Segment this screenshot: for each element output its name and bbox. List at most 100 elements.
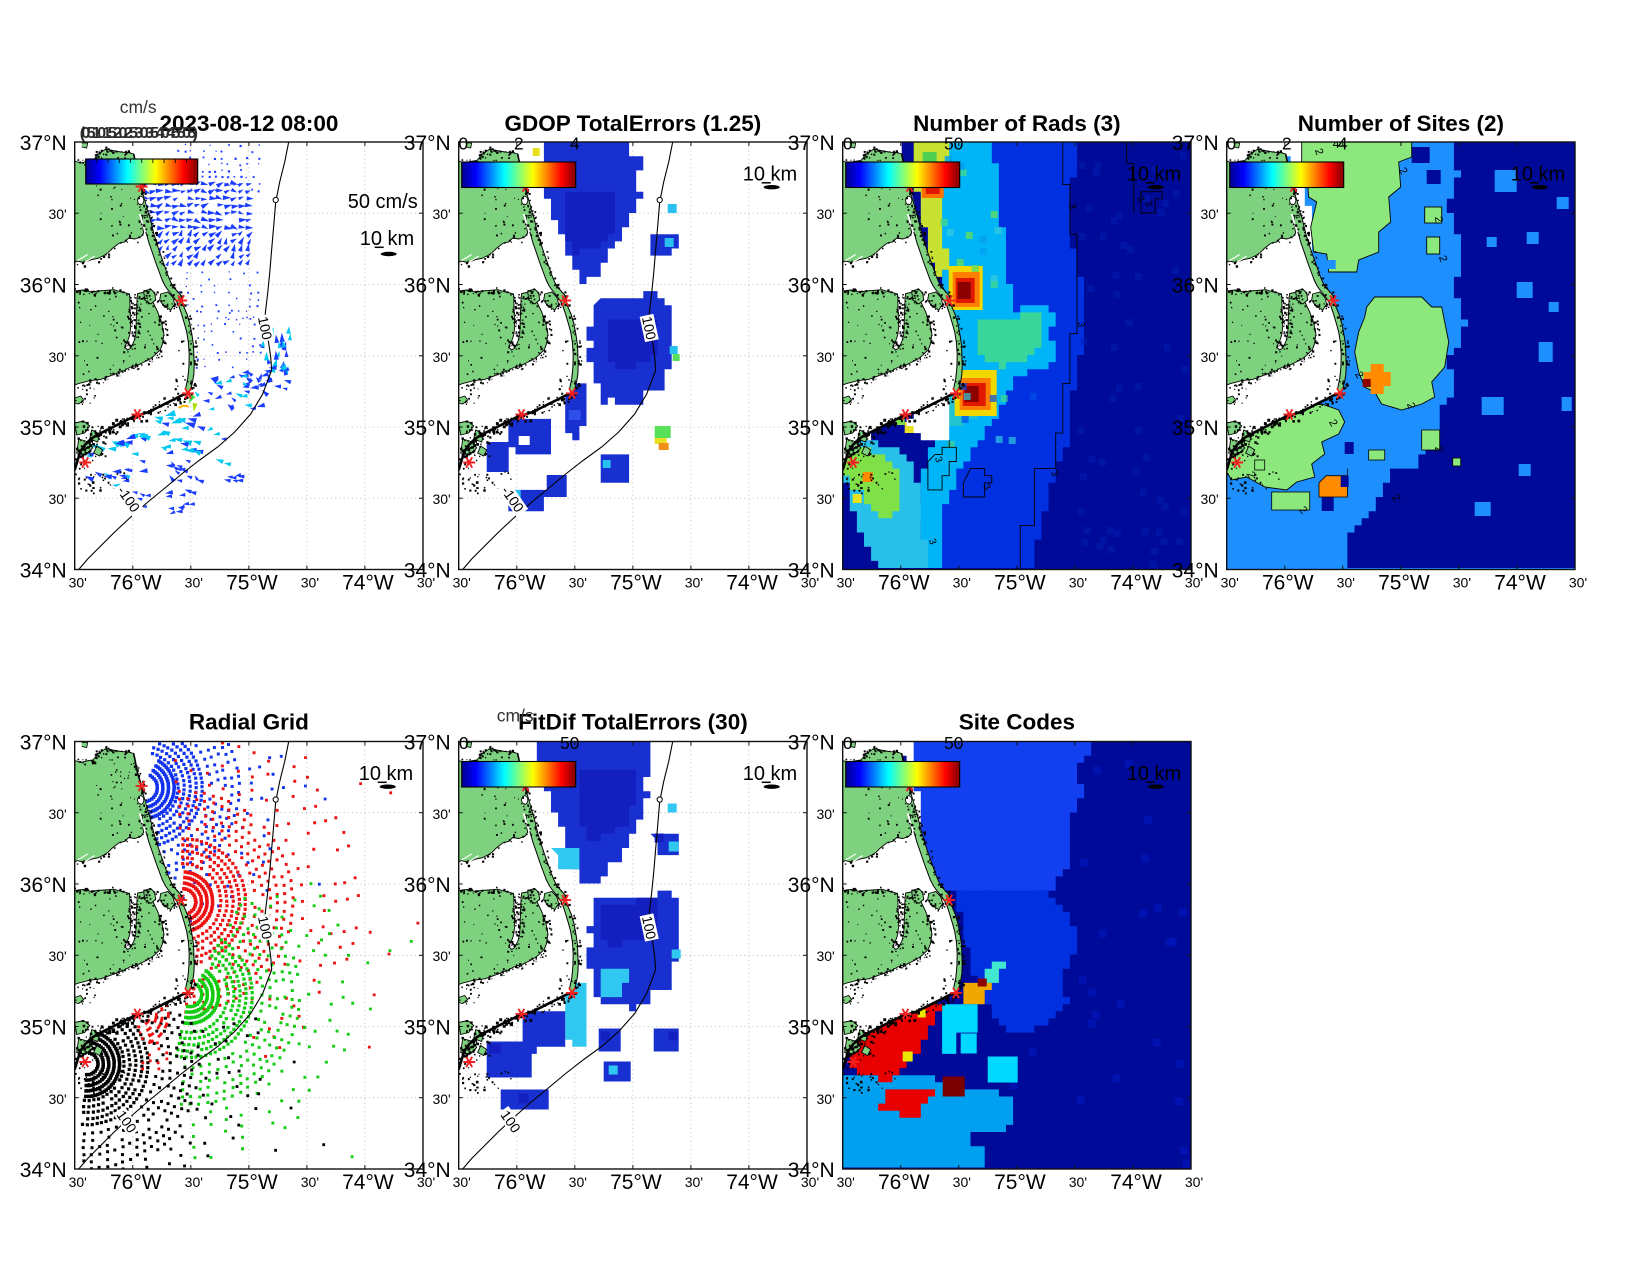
svg-text:74°W: 74°W	[1110, 572, 1162, 595]
svg-text:2: 2	[1432, 215, 1445, 223]
svg-text:74°W: 74°W	[1494, 572, 1546, 595]
svg-text:2: 2	[1244, 470, 1257, 481]
svg-text:37°N: 37°N	[20, 132, 67, 155]
svg-text:37°N: 37°N	[404, 732, 451, 755]
svg-text:30': 30'	[432, 806, 450, 822]
svg-text:50: 50	[944, 134, 964, 154]
svg-text:37°N: 37°N	[404, 132, 451, 155]
svg-text:76°W: 76°W	[878, 1171, 930, 1194]
svg-text:76°W: 76°W	[1262, 572, 1314, 595]
svg-text:4: 4	[1333, 137, 1340, 151]
svg-text:74°W: 74°W	[342, 1171, 394, 1194]
svg-text:0: 0	[458, 134, 468, 154]
svg-text:3: 3	[1134, 194, 1147, 205]
svg-text:30': 30'	[48, 491, 66, 507]
svg-text:75°W: 75°W	[1378, 572, 1430, 595]
svg-text:3: 3	[980, 482, 993, 493]
svg-text:2: 2	[1326, 418, 1339, 429]
svg-text:30': 30'	[1200, 491, 1218, 507]
svg-text:3: 3	[932, 455, 944, 464]
svg-text:74°W: 74°W	[342, 572, 394, 595]
svg-text:75°W: 75°W	[994, 572, 1046, 595]
svg-text:3: 3	[926, 537, 938, 546]
svg-text:Number of Sites (2): Number of Sites (2)	[1298, 111, 1504, 136]
svg-text:2: 2	[1436, 254, 1449, 264]
svg-text:30': 30'	[569, 575, 587, 591]
svg-text:30': 30'	[1200, 206, 1218, 222]
svg-text:30': 30'	[953, 575, 971, 591]
svg-text:Radial Grid: Radial Grid	[189, 710, 309, 735]
svg-text:GDOP TotalErrors (1.25): GDOP TotalErrors (1.25)	[505, 111, 762, 136]
svg-text:30': 30'	[1069, 575, 1087, 591]
svg-text:37°N: 37°N	[20, 732, 67, 755]
svg-text:2: 2	[1396, 166, 1409, 177]
svg-text:35°N: 35°N	[20, 417, 67, 440]
svg-text:4: 4	[1338, 134, 1348, 154]
svg-text:2023-08-12 08:00: 2023-08-12 08:00	[159, 111, 338, 136]
svg-text:(051015202530354045505): (051015202530354045505)	[80, 125, 198, 142]
svg-text:3: 3	[1066, 203, 1078, 211]
svg-text:3: 3	[1075, 321, 1086, 328]
svg-text:76°W: 76°W	[110, 1171, 162, 1194]
svg-text:36°N: 36°N	[1172, 275, 1219, 298]
svg-text:30': 30'	[48, 349, 66, 365]
svg-text:30': 30'	[837, 1174, 855, 1190]
svg-text:30': 30'	[417, 1174, 435, 1190]
svg-text:30': 30'	[1569, 575, 1587, 591]
svg-text:50 cm/s: 50 cm/s	[348, 191, 418, 213]
svg-text:35°N: 35°N	[404, 417, 451, 440]
svg-text:30': 30'	[1453, 575, 1471, 591]
svg-text:30': 30'	[301, 575, 319, 591]
svg-text:30': 30'	[48, 206, 66, 222]
svg-text:30': 30'	[1200, 349, 1218, 365]
svg-text:37°N: 37°N	[788, 732, 835, 755]
svg-text:30': 30'	[69, 575, 87, 591]
svg-text:2: 2	[1282, 134, 1292, 154]
svg-text:34°N: 34°N	[1172, 560, 1219, 583]
svg-text:50: 50	[944, 733, 964, 753]
svg-text:30': 30'	[417, 575, 435, 591]
svg-text:30': 30'	[185, 575, 203, 591]
svg-text:3: 3	[1142, 199, 1154, 208]
svg-text:30': 30'	[569, 1174, 587, 1190]
svg-text:2: 2	[1312, 147, 1325, 157]
svg-text:0: 0	[843, 134, 853, 154]
svg-text:0: 0	[843, 733, 853, 753]
svg-text:30': 30'	[301, 1174, 319, 1190]
svg-text:36°N: 36°N	[20, 874, 67, 897]
svg-text:30': 30'	[685, 575, 703, 591]
svg-text:2: 2	[1352, 370, 1365, 381]
svg-text:36°N: 36°N	[788, 275, 835, 298]
svg-text:75°W: 75°W	[610, 572, 662, 595]
svg-text:30': 30'	[453, 1174, 471, 1190]
svg-text:30': 30'	[185, 1174, 203, 1190]
svg-text:76°W: 76°W	[110, 572, 162, 595]
svg-text:35°N: 35°N	[20, 1017, 67, 1040]
svg-text:74°W: 74°W	[1110, 1171, 1162, 1194]
svg-text:75°W: 75°W	[610, 1171, 662, 1194]
svg-text:cm/s: cm/s	[120, 97, 157, 117]
svg-text:30': 30'	[801, 1174, 819, 1190]
svg-text:30': 30'	[432, 1091, 450, 1107]
svg-text:2: 2	[514, 134, 524, 154]
svg-text:34°N: 34°N	[20, 1159, 67, 1182]
svg-text:75°W: 75°W	[226, 572, 278, 595]
svg-text:34°N: 34°N	[788, 560, 835, 583]
svg-text:30': 30'	[1069, 1174, 1087, 1190]
svg-text:30': 30'	[1337, 575, 1355, 591]
svg-text:30': 30'	[1185, 1174, 1203, 1190]
svg-text:76°W: 76°W	[494, 572, 546, 595]
svg-text:76°W: 76°W	[494, 1171, 546, 1194]
svg-text:30': 30'	[48, 948, 66, 964]
svg-text:30': 30'	[1185, 575, 1203, 591]
svg-text:30': 30'	[685, 1174, 703, 1190]
svg-text:50: 50	[560, 733, 580, 753]
svg-text:30': 30'	[1221, 575, 1239, 591]
svg-text:35°N: 35°N	[1172, 417, 1219, 440]
svg-text:30': 30'	[69, 1174, 87, 1190]
svg-text:30': 30'	[816, 206, 834, 222]
svg-text:30': 30'	[432, 206, 450, 222]
svg-text:74°W: 74°W	[726, 572, 778, 595]
svg-text:34°N: 34°N	[404, 1159, 451, 1182]
svg-text:2: 2	[1432, 445, 1445, 454]
